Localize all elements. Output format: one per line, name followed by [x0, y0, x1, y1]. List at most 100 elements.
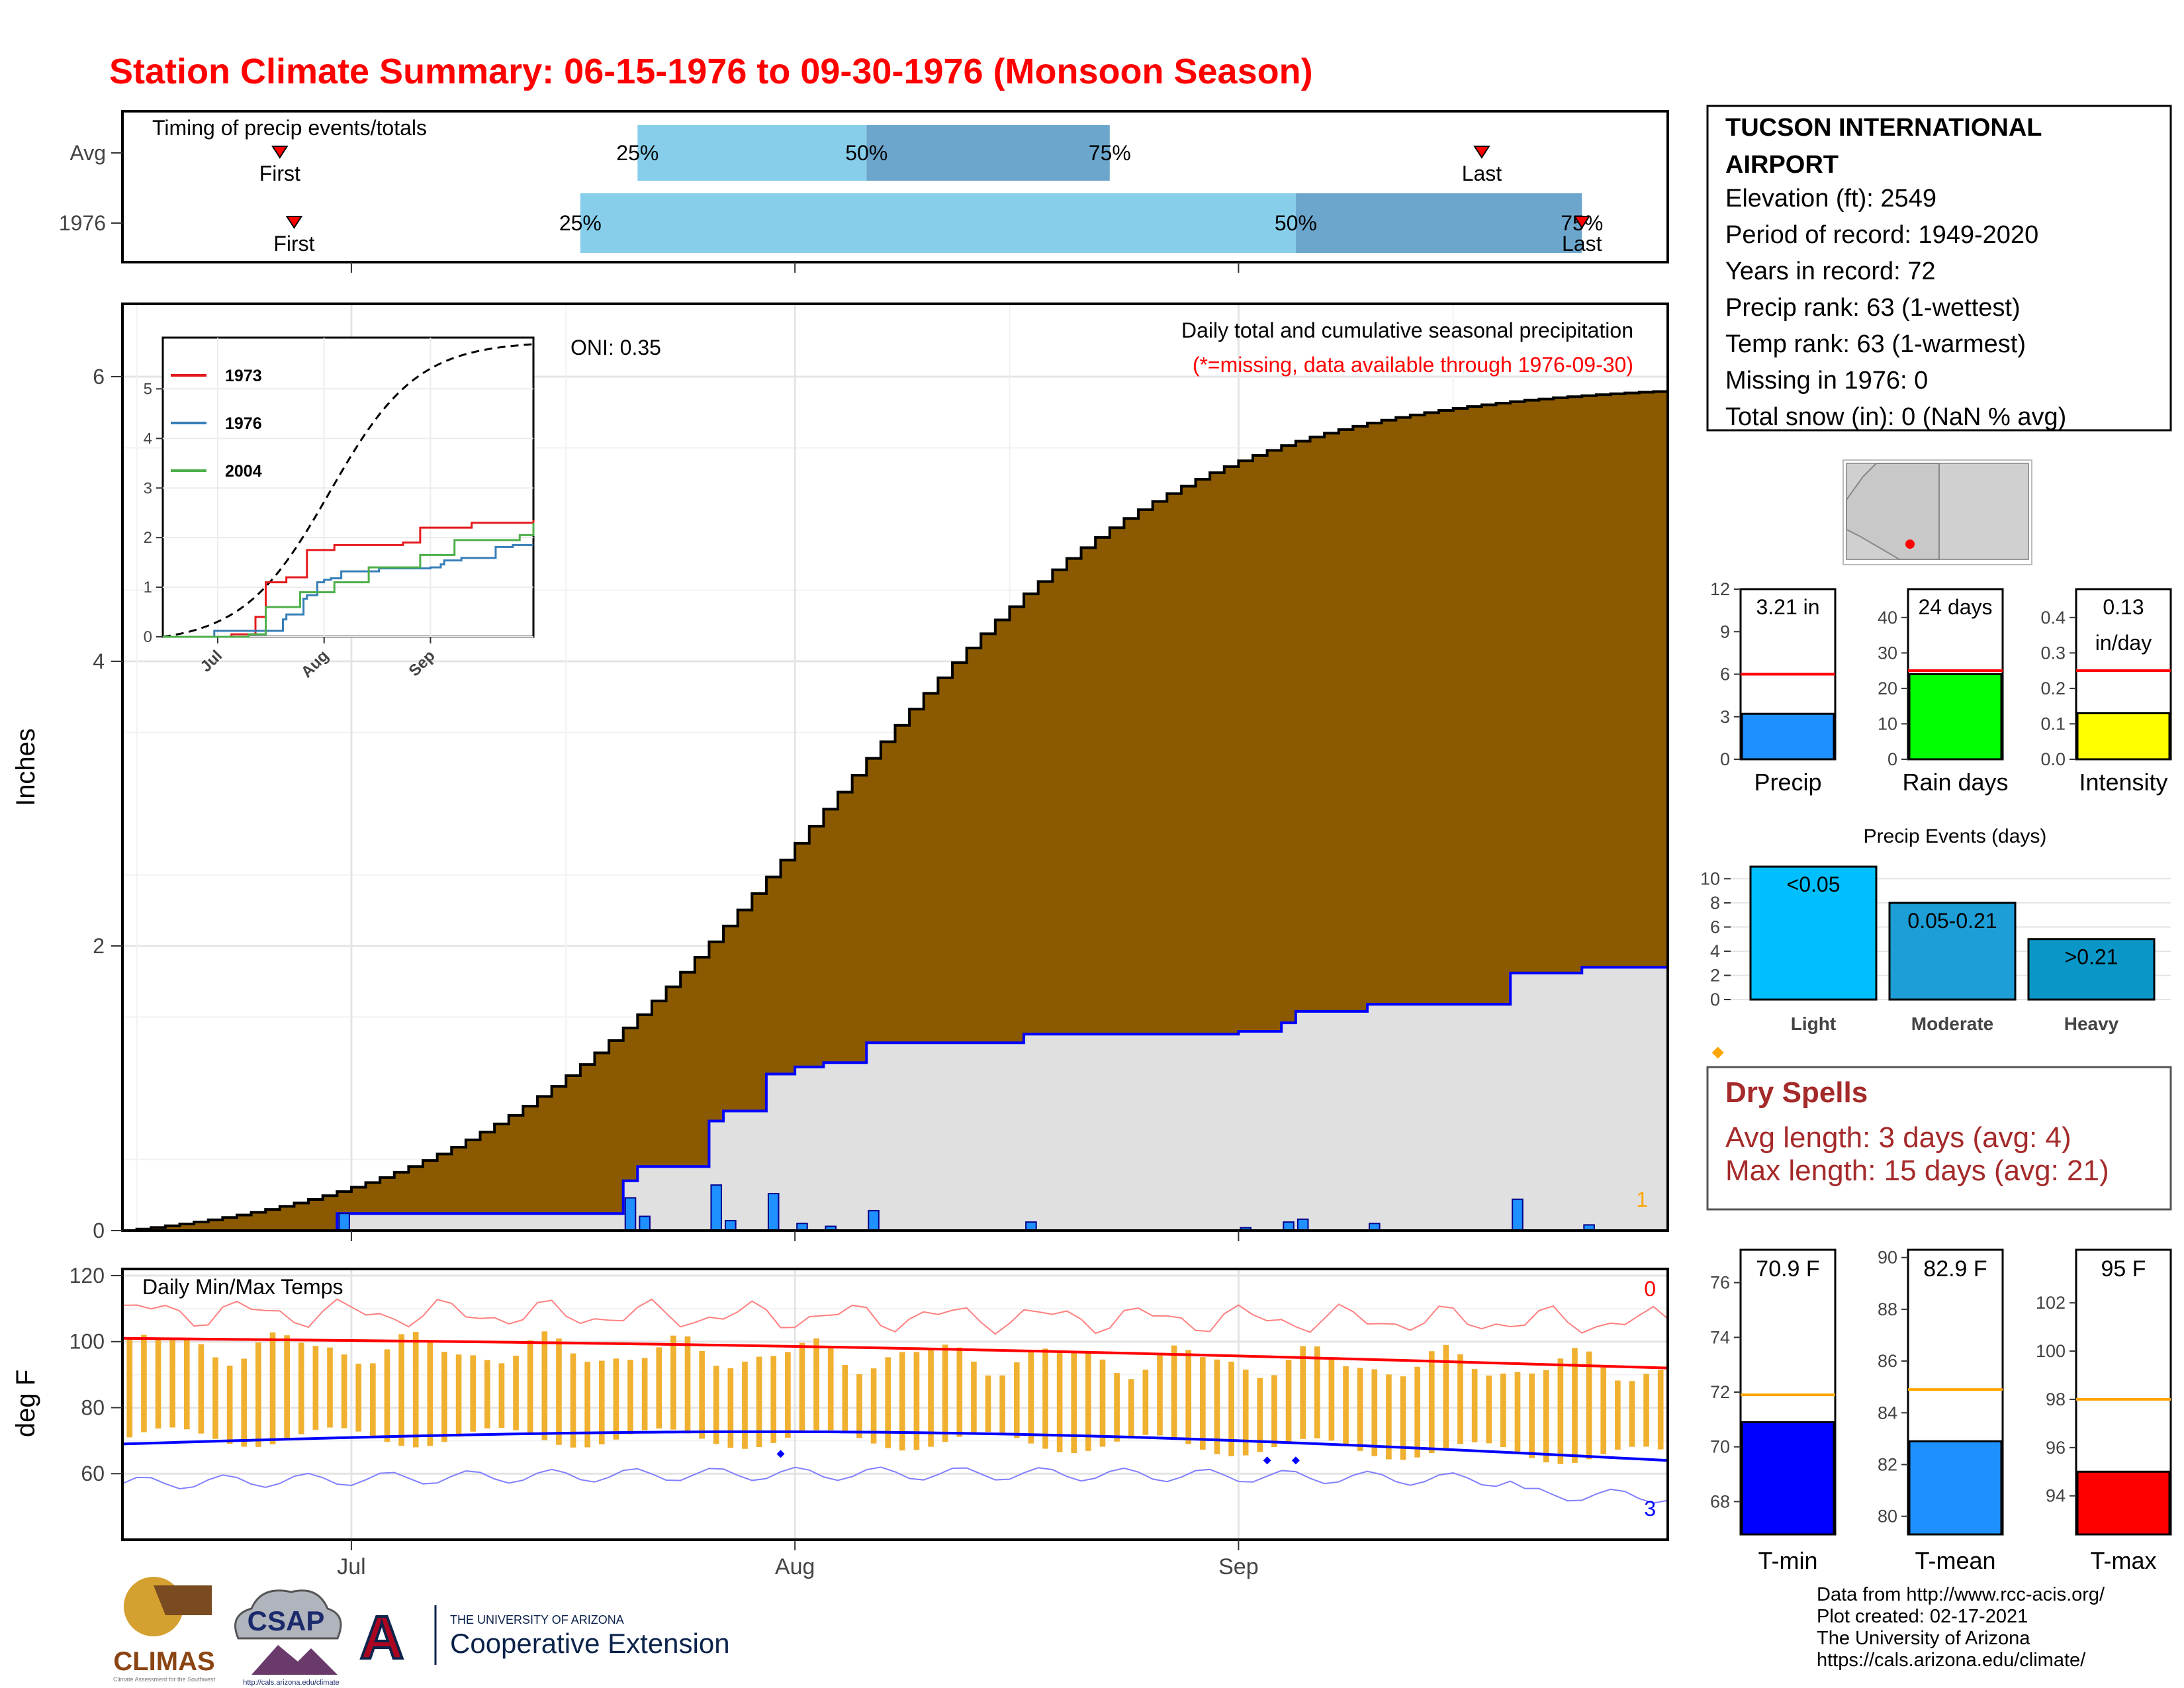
- station-name-line1: TUCSON INTERNATIONAL: [1725, 114, 2042, 142]
- station-lines: Elevation (ft): 2549 Period of record: 19…: [1725, 185, 2066, 431]
- summary-ytick-label: 0.4: [2040, 608, 2066, 628]
- summary-ytick-label: 0: [1888, 749, 1897, 769]
- daily-temp-bar: [1629, 1381, 1635, 1447]
- daily-temp-bar: [856, 1374, 862, 1438]
- daily-temp-bar: [1142, 1370, 1149, 1435]
- daily-temp-bar: [1471, 1369, 1478, 1442]
- timing-panel: Timing of precip events/totals Avg 25% 50%…: [59, 110, 1669, 273]
- daily-temp-bar: [1056, 1352, 1063, 1452]
- inset-ytick-label: 1: [144, 579, 152, 596]
- daily-temp-bar: [770, 1356, 777, 1443]
- temp-summary-ytick-label: 82: [1878, 1454, 1897, 1474]
- page-title: Station Climate Summary: 06-15-1976 to 0…: [109, 52, 1313, 91]
- daily-temp-bar: [527, 1340, 533, 1435]
- temp-ytick-label: 120: [69, 1264, 105, 1288]
- station-info-frame: [1706, 105, 2172, 432]
- avg-tmin-line: [122, 1430, 1668, 1462]
- daily-temp-bar: [785, 1352, 791, 1438]
- station-info-line: Period of record: 1949-2020: [1725, 221, 2038, 249]
- summary-ytick-label: 0: [1720, 749, 1730, 769]
- daily-temp-bar: [1328, 1357, 1335, 1441]
- temp-summary-ytick-label: 80: [1878, 1507, 1897, 1526]
- daily-temp-bar: [1114, 1373, 1120, 1442]
- precip-events-title: Precip Events (days): [1864, 825, 2047, 847]
- daily-temp-bar: [470, 1355, 477, 1432]
- daily-temp-bar: [556, 1338, 562, 1445]
- daily-temp-bar: [885, 1357, 891, 1448]
- timing-label-75: 75%: [1089, 141, 1131, 165]
- daily-precip-bar: [710, 1184, 723, 1231]
- temp-summary-ytick-label: 68: [1710, 1491, 1730, 1511]
- daily-temp-bar: [1228, 1361, 1234, 1456]
- events-ytick-label: 10: [1700, 868, 1720, 888]
- summary-ytick-label: 0.3: [2040, 643, 2066, 663]
- inset-ytick-label: 2: [144, 529, 152, 547]
- inset-ytick-label: 0: [144, 628, 152, 646]
- temp-summary-ytick-label: 90: [1878, 1248, 1897, 1268]
- daily-temp-bar: [126, 1338, 133, 1438]
- daily-temp-bar: [670, 1335, 676, 1430]
- station-marker: [1905, 539, 1915, 549]
- summary-ytick-label: 0.2: [2040, 679, 2066, 698]
- inset-frame: [161, 336, 535, 638]
- dry-spells-title: Dry Spells: [1725, 1076, 1868, 1109]
- daily-temp-bar: [1085, 1352, 1091, 1451]
- temp-summary-bar: [1741, 1421, 1835, 1536]
- daily-temp-bar: [1514, 1372, 1521, 1453]
- daily-temp-bar: [1371, 1369, 1378, 1456]
- daily-temp-bar: [1428, 1351, 1435, 1454]
- daily-temp-bar: [971, 1361, 977, 1433]
- daily-precip-bar: [767, 1193, 780, 1231]
- daily-temp-bar: [727, 1368, 734, 1448]
- map-arizona: [1846, 463, 1940, 560]
- record-high-line: [122, 1298, 1668, 1335]
- daily-temp-bar: [183, 1338, 190, 1430]
- event-bar: [1888, 902, 2017, 1001]
- timing-marker-first: [285, 216, 303, 229]
- ua-shield-icon: [363, 1605, 401, 1658]
- daily-temp-bar: [412, 1331, 419, 1448]
- inset-legend-label: 1973: [225, 367, 262, 385]
- daily-temp-bar: [756, 1356, 762, 1448]
- cumulative-year-line: [122, 966, 1668, 1232]
- precip-ytick-label: 0: [93, 1219, 105, 1243]
- station-info-line: Elevation (ft): 2549: [1725, 185, 1936, 212]
- timing-marker-last: [1573, 216, 1591, 229]
- footer-line: The University of Arizona: [1817, 1628, 2030, 1649]
- daily-temp-bar: [513, 1355, 519, 1430]
- event-bar-text: >0.21: [2065, 945, 2118, 969]
- temp-summary-value: 82.9 F: [1923, 1256, 1987, 1282]
- daily-temp-bar: [1285, 1360, 1292, 1442]
- summary-bar-label: Precip: [1754, 769, 1821, 796]
- daily-temp-bar: [684, 1336, 691, 1434]
- oni-label: ONI: 0.35: [570, 336, 661, 359]
- dry-spells-avg: Avg length: 3 days (avg: 4): [1725, 1121, 2071, 1154]
- csap-cloud-icon: [234, 1589, 342, 1640]
- missing-count: 1: [1636, 1188, 1648, 1211]
- timing-marker-last: [1473, 146, 1490, 159]
- daily-temp-bar: [226, 1366, 233, 1444]
- daily-temp-bar: [1071, 1352, 1077, 1454]
- record-low-marker: [1263, 1456, 1271, 1465]
- event-bar: [2027, 938, 2156, 1001]
- daily-temp-bar: [713, 1366, 719, 1444]
- daily-precip-bar: [725, 1219, 737, 1231]
- daily-temp-bar: [269, 1332, 276, 1444]
- daily-temp-bar: [1615, 1380, 1621, 1450]
- daily-temp-bar: [312, 1346, 319, 1430]
- events-plot: 0 2 4 6 8 10 <0.05 Light 0.05-0.21 Moderate >0.21 H…: [1700, 861, 2171, 1034]
- precip-panel: Daily total and cumulative seasonal prec…: [11, 303, 1724, 1243]
- temp-axes: 60 80 100 120 Jul Aug Sep: [69, 1264, 1259, 1579]
- summary-ytick-label: 6: [1720, 665, 1730, 684]
- ua-bottom-text: Cooperative Extension: [450, 1628, 730, 1659]
- daily-temp-bar: [1386, 1374, 1392, 1460]
- summary-ytick-label: 10: [1878, 714, 1897, 733]
- dry-spells-max: Max length: 15 days (avg: 21): [1725, 1154, 2109, 1187]
- daily-temp-bar: [584, 1362, 590, 1448]
- temp-summary-ytick-label: 94: [2046, 1486, 2066, 1506]
- daily-temp-bar: [627, 1360, 633, 1434]
- daily-temp-bar: [699, 1350, 705, 1439]
- daily-temp-bar: [1529, 1373, 1535, 1458]
- summary-bar-label: Intensity: [2079, 769, 2167, 796]
